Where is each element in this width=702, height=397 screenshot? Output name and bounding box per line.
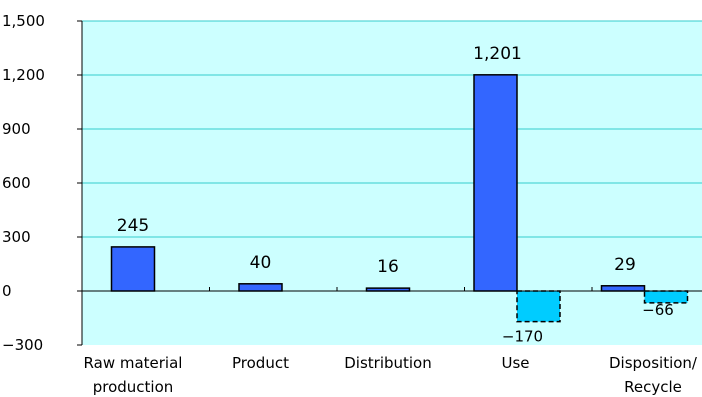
category-label: production (93, 378, 174, 396)
y-axis: 1,500 1,200 900 600 300 0 −300 (2, 12, 83, 354)
bars (110, 74, 689, 323)
category-labels: Raw material production Product Distributio… (84, 354, 698, 396)
bar (643, 290, 689, 304)
bar (110, 246, 156, 292)
y-tick-label: −300 (2, 336, 43, 354)
gridlines (82, 20, 702, 238)
bar (473, 74, 518, 292)
data-label: 245 (117, 216, 149, 236)
category-label: Use (501, 354, 529, 372)
category-label: Disposition/ (609, 354, 698, 372)
data-labels: 245 40 16 1,201 −170 29 −66 (117, 44, 674, 346)
bar (516, 290, 561, 323)
y-tick-label: 900 (2, 120, 31, 138)
y-tick-label: 0 (2, 282, 12, 300)
y-tick-label: 600 (2, 174, 31, 192)
y-tick-label: 300 (2, 228, 31, 246)
x-axis (82, 287, 702, 292)
data-label: 1,201 (473, 44, 522, 64)
category-label: Raw material (84, 354, 183, 372)
category-label: Recycle (624, 378, 682, 396)
category-label: Product (232, 354, 289, 372)
data-label: 16 (377, 257, 399, 277)
bar (238, 283, 283, 292)
data-label: −170 (502, 328, 543, 346)
y-tick-label: 1,200 (2, 66, 45, 84)
y-tick-label: 1,500 (2, 12, 45, 30)
data-label: −66 (642, 301, 674, 319)
data-label: 29 (614, 255, 636, 275)
data-label: 40 (250, 253, 272, 273)
category-label: Distribution (344, 354, 432, 372)
bar (600, 285, 646, 292)
